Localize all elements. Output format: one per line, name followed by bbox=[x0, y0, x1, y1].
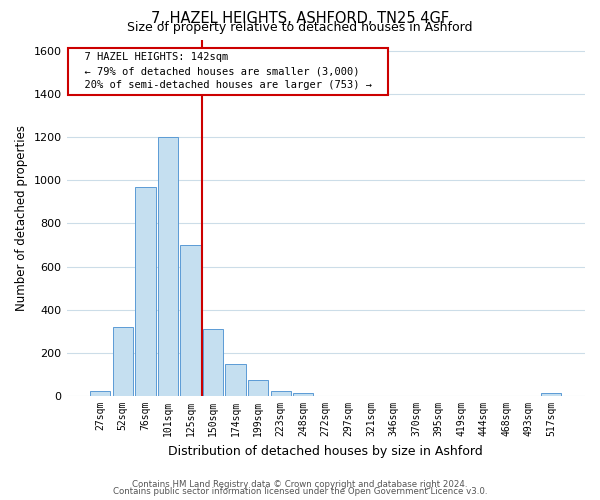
Text: 7 HAZEL HEIGHTS: 142sqm  
  ← 79% of detached houses are smaller (3,000)  
  20%: 7 HAZEL HEIGHTS: 142sqm ← 79% of detache… bbox=[72, 52, 384, 90]
Bar bbox=[90, 390, 110, 396]
Text: 7, HAZEL HEIGHTS, ASHFORD, TN25 4GF: 7, HAZEL HEIGHTS, ASHFORD, TN25 4GF bbox=[151, 11, 449, 26]
Bar bbox=[248, 380, 268, 396]
Bar bbox=[135, 186, 155, 396]
Text: Contains public sector information licensed under the Open Government Licence v3: Contains public sector information licen… bbox=[113, 488, 487, 496]
Text: Size of property relative to detached houses in Ashford: Size of property relative to detached ho… bbox=[127, 21, 473, 34]
Bar bbox=[181, 245, 200, 396]
Bar bbox=[293, 393, 313, 396]
Bar bbox=[203, 329, 223, 396]
Y-axis label: Number of detached properties: Number of detached properties bbox=[15, 125, 28, 311]
Bar bbox=[541, 393, 562, 396]
Bar bbox=[226, 364, 246, 396]
X-axis label: Distribution of detached houses by size in Ashford: Distribution of detached houses by size … bbox=[169, 444, 483, 458]
Bar bbox=[113, 327, 133, 396]
Bar bbox=[271, 390, 291, 396]
Bar bbox=[158, 137, 178, 396]
Text: Contains HM Land Registry data © Crown copyright and database right 2024.: Contains HM Land Registry data © Crown c… bbox=[132, 480, 468, 489]
